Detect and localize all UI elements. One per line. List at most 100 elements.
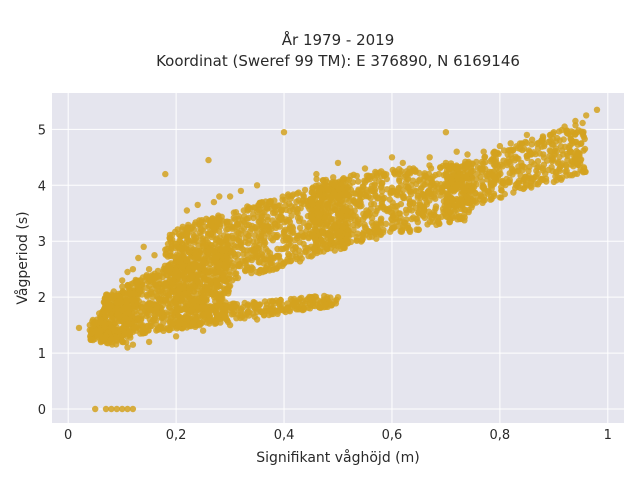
data-point [377,217,384,224]
data-point [462,172,470,180]
data-point [447,179,455,186]
data-point [378,183,385,190]
data-point [104,306,111,313]
data-point [284,300,291,307]
data-point [300,306,307,313]
data-point [473,176,480,183]
data-point [415,210,423,217]
data-point [570,163,577,170]
data-point [340,207,347,214]
data-point [197,219,205,226]
data-point [538,143,546,150]
data-point [266,249,274,257]
data-point [195,252,202,260]
data-point [250,301,257,308]
data-point [535,163,542,171]
data-point [97,318,104,326]
data-point [197,258,204,265]
data-point [398,168,405,175]
data-point [496,194,504,201]
data-point [165,303,173,311]
data-point [453,148,460,155]
data-point [480,193,488,200]
data-point [466,192,473,199]
data-point [325,213,332,220]
data-point [299,233,306,240]
data-point [281,197,289,204]
data-point [327,195,334,202]
data-point [354,222,361,229]
data-point [550,129,557,136]
data-point [556,153,563,161]
data-point [226,193,234,200]
data-point [228,238,235,245]
data-point [368,200,375,208]
data-point [325,230,332,238]
y-tick-label: 5 [38,123,46,138]
data-point [165,326,173,334]
data-point [306,305,314,312]
data-point [153,321,160,329]
data-point [564,156,571,164]
data-point [172,333,180,340]
data-point [119,405,126,413]
data-point [388,221,396,228]
data-point [268,254,276,262]
data-point [249,265,256,272]
data-point [458,205,465,212]
data-point [183,232,191,239]
data-point [358,186,365,194]
data-point [135,315,142,322]
data-point [175,231,183,238]
data-point [313,208,321,216]
data-point [344,238,351,246]
data-point [286,200,293,207]
data-point [330,216,337,223]
data-point [297,215,304,222]
x-tick-label: 0,6 [382,428,403,443]
data-point [146,306,154,313]
data-point [382,220,390,227]
data-point [299,191,307,199]
data-point [192,315,199,323]
data-point [394,223,401,230]
data-point [318,221,325,229]
data-point [135,254,142,262]
data-point [313,175,320,183]
data-point [414,194,421,201]
data-point [127,281,135,288]
y-axis-ticks: 0 1 2 3 4 5 [38,123,46,418]
data-point [387,209,395,216]
data-point [227,301,234,308]
data-point [386,196,393,203]
data-point [397,200,405,208]
data-point [348,208,355,215]
data-point [296,224,304,232]
data-point [203,215,210,222]
data-point [528,158,535,166]
data-point [127,334,134,341]
data-point [286,235,294,242]
data-point [271,203,279,210]
data-point [567,148,574,155]
x-tick-label: 1 [604,428,612,443]
data-point [92,405,99,413]
data-point [481,153,489,160]
data-point [148,288,155,296]
data-point [444,195,451,202]
data-point [293,208,300,216]
data-point [189,224,196,231]
data-point [155,272,162,279]
data-point [259,251,266,259]
data-point [251,232,259,239]
data-point [143,284,151,292]
data-point [334,159,342,167]
data-point [464,151,471,158]
data-point [471,197,479,205]
data-point [406,201,414,208]
data-point [281,228,288,235]
data-point [352,200,359,207]
data-point [231,308,238,316]
data-point [158,308,166,316]
data-point [152,281,159,288]
